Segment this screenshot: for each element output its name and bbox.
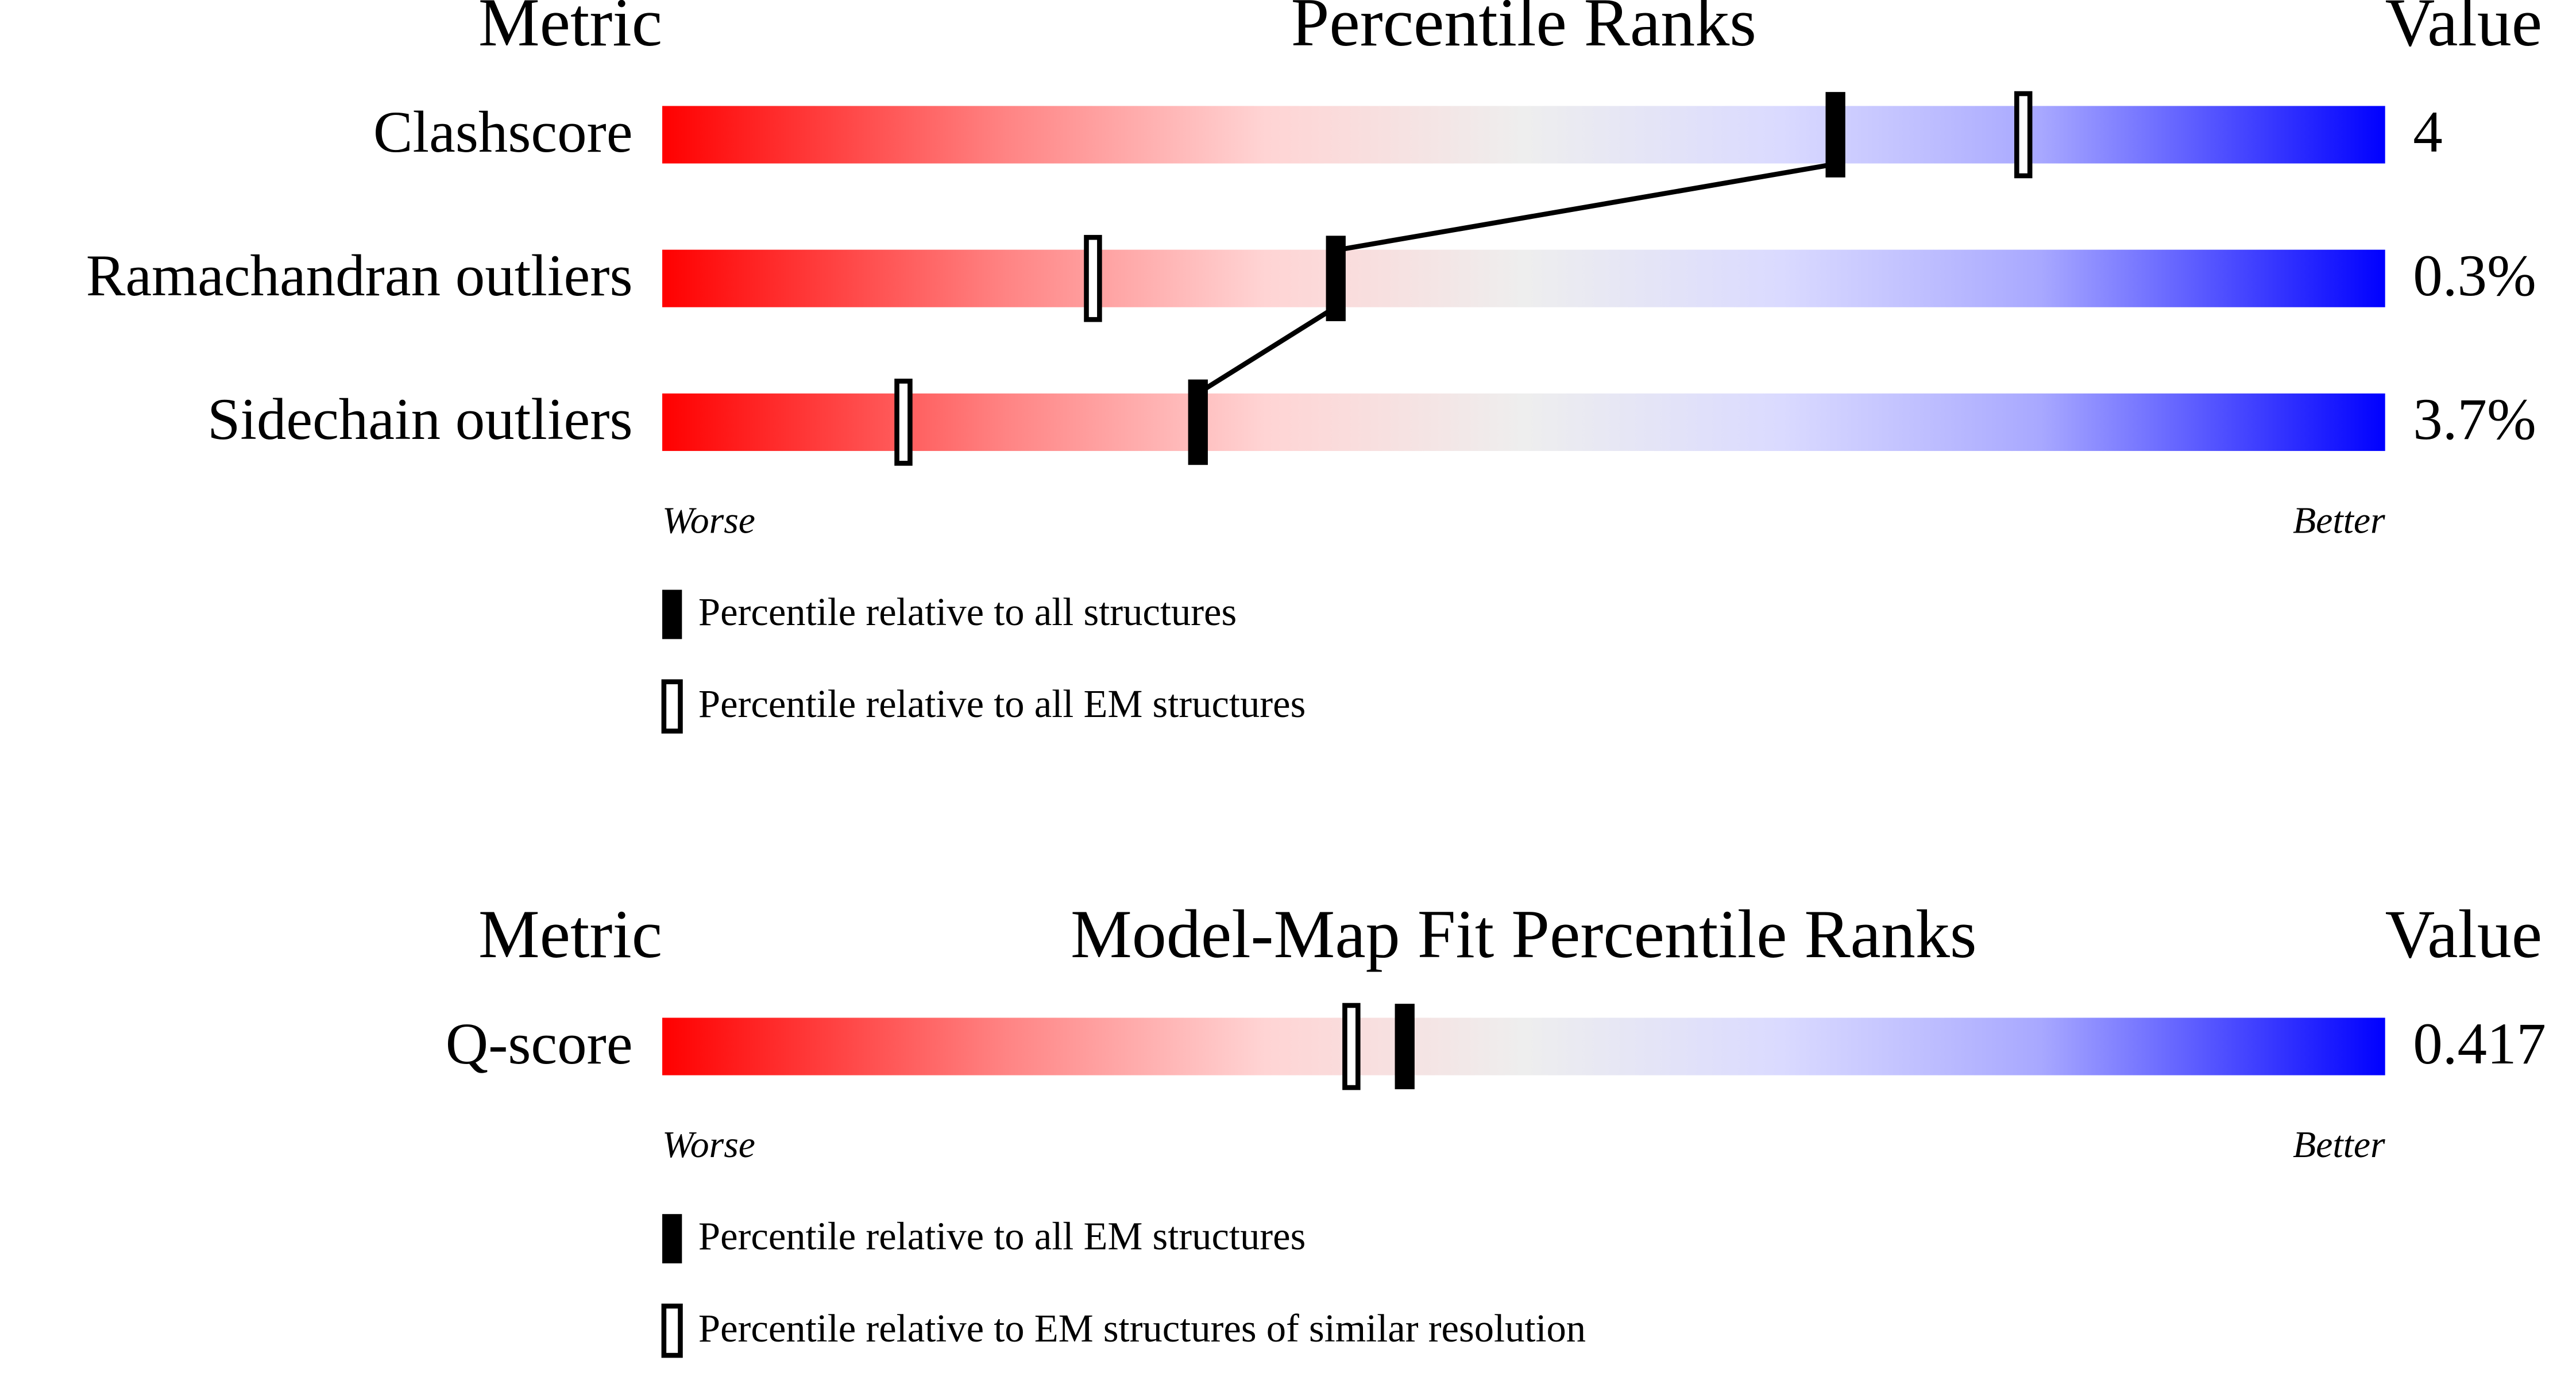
worse-label: Worse	[662, 1124, 755, 1166]
legend-label: Percentile relative to all EM structures	[698, 682, 1306, 726]
value-header: Value	[2385, 0, 2542, 60]
legend-marker-hollow	[661, 679, 683, 734]
slider-bar	[662, 393, 2385, 451]
marker-filled	[1825, 92, 1845, 178]
marker-filled	[1395, 1004, 1415, 1089]
chart-title: Model-Map Fit Percentile Ranks	[1071, 896, 1977, 972]
marker-filled	[1188, 379, 1208, 465]
chart-title: Percentile Ranks	[1291, 0, 1756, 60]
metric-header: Metric	[478, 0, 662, 60]
value-header: Value	[2385, 896, 2542, 972]
legend-label: Percentile relative to EM structures of …	[698, 1306, 1586, 1350]
connector-line	[1195, 306, 1336, 396]
marker-hollow	[894, 379, 913, 466]
connector-line	[1334, 161, 1835, 253]
row-label: Sidechain outliers	[207, 387, 632, 452]
legend-label: Percentile relative to all structures	[698, 590, 1237, 634]
marker-hollow	[2014, 91, 2033, 179]
slider-bar	[662, 106, 2385, 164]
row-value: 0.3%	[2413, 243, 2536, 309]
slider-chart: Metric Percentile Ranks Value Clashscore 4 Ra…	[86, 0, 2542, 734]
marker-hollow	[1084, 234, 1102, 322]
better-label: Better	[2293, 499, 2385, 541]
row-label: Clashscore	[373, 99, 633, 165]
row-value: 0.417	[2413, 1011, 2546, 1077]
metric-header: Metric	[478, 896, 662, 972]
row-label: Q-score	[446, 1011, 633, 1077]
marker-filled	[1326, 236, 1346, 322]
legend-label: Percentile relative to all EM structures	[698, 1215, 1306, 1258]
row-label: Ramachandran outliers	[86, 243, 633, 309]
slider-bar	[662, 1017, 2385, 1076]
row-value: 4	[2413, 99, 2442, 165]
marker-hollow	[1342, 1003, 1361, 1090]
row-value: 3.7%	[2413, 387, 2536, 452]
worse-label: Worse	[662, 499, 755, 541]
better-label: Better	[2293, 1124, 2385, 1166]
slider-bar	[662, 249, 2385, 307]
legend-marker-hollow	[661, 1304, 683, 1358]
slider-chart: Metric Model-Map Fit Percentile Ranks Valu…	[446, 896, 2546, 1358]
legend-marker-filled	[662, 589, 682, 639]
legend-marker-filled	[662, 1214, 682, 1263]
